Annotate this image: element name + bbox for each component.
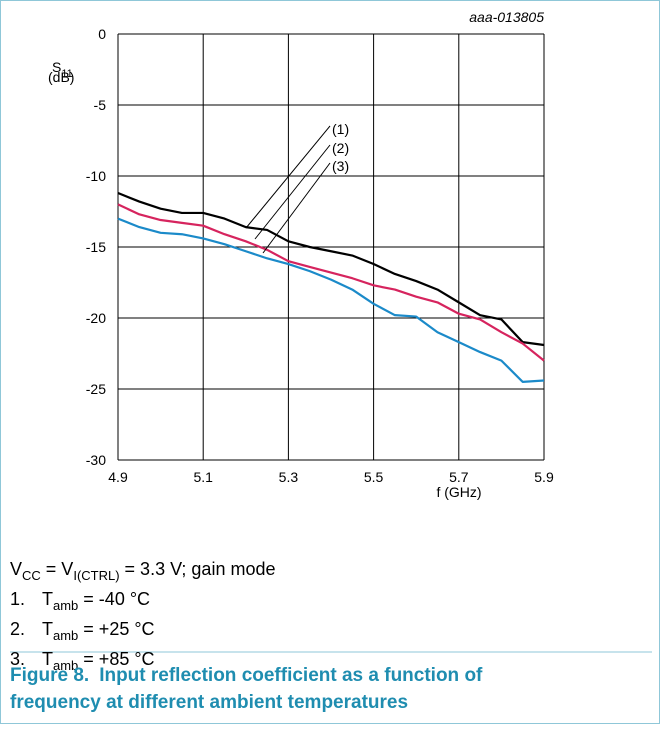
legend-label: (2) xyxy=(332,140,349,156)
x-tick-label: 5.9 xyxy=(534,469,554,485)
subscript: CC xyxy=(22,568,41,583)
subscript: amb xyxy=(53,658,78,673)
note-number: 2. xyxy=(10,619,25,639)
leader-line xyxy=(262,162,331,254)
text-part: = +85 °C xyxy=(78,649,154,669)
symbol: T xyxy=(42,589,53,609)
y-tick-label: -15 xyxy=(86,239,106,255)
note-text: Tamb = +85 °C xyxy=(42,649,155,673)
text-part: = V xyxy=(41,559,74,579)
subscript: I(CTRL) xyxy=(73,568,119,583)
caption-line: Figure 8. Input reflection coefficient as… xyxy=(10,665,483,686)
x-axis-label: f (GHz) xyxy=(436,484,481,500)
x-tick-label: 5.5 xyxy=(364,469,384,485)
caption-label: Figure 8. xyxy=(10,665,89,686)
x-tick-label: 5.3 xyxy=(279,469,299,485)
symbol: T xyxy=(42,619,53,639)
y-tick-label: -5 xyxy=(94,97,107,113)
text-part: V xyxy=(10,559,22,579)
y-axis-unit: (dB) xyxy=(48,69,74,85)
y-tick-label: 0 xyxy=(98,26,106,42)
note-text: Tamb = -40 °C xyxy=(42,589,150,613)
series-line xyxy=(117,203,545,362)
note-text: Tamb = +25 °C xyxy=(42,619,155,643)
leader-line xyxy=(254,144,331,240)
symbol: T xyxy=(42,649,53,669)
x-tick-label: 5.1 xyxy=(193,469,213,485)
text-part: = 3.3 V; gain mode xyxy=(120,559,276,579)
y-tick-label: -20 xyxy=(86,310,106,326)
legend-label: (3) xyxy=(332,158,349,174)
note-number: 3. xyxy=(10,649,25,669)
y-tick-label: -25 xyxy=(86,381,106,397)
y-label-symbol: S xyxy=(52,59,61,75)
figure-id: aaa-013805 xyxy=(469,9,544,25)
leader-line xyxy=(245,125,331,229)
y-label-sub: 11 xyxy=(61,68,72,80)
text-part: = -40 °C xyxy=(78,589,150,609)
conditions: VCC = VI(CTRL) = 3.3 V; gain mode xyxy=(10,559,275,583)
subscript: amb xyxy=(53,598,78,613)
y-axis-label: S11 xyxy=(52,59,73,80)
y-tick-label: -30 xyxy=(86,452,106,468)
series-line xyxy=(117,217,545,383)
series-line xyxy=(117,192,545,347)
x-tick-label: 5.7 xyxy=(449,469,469,485)
caption-line: frequency at different ambient temperatu… xyxy=(10,692,408,713)
text-part: = +25 °C xyxy=(78,619,154,639)
subscript: amb xyxy=(53,628,78,643)
note-number: 1. xyxy=(10,589,25,609)
legend-label: (1) xyxy=(332,121,349,137)
x-tick-label: 4.9 xyxy=(108,469,128,485)
caption-text: Input reflection coefficient as a functi… xyxy=(99,665,483,686)
y-tick-label: -10 xyxy=(86,168,106,184)
